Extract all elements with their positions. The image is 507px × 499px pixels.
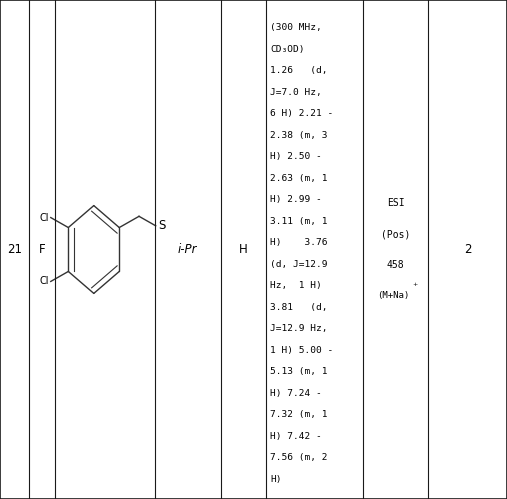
Text: (Pos): (Pos) [381, 229, 410, 239]
Text: H: H [239, 243, 248, 256]
Text: 6 H) 2.21 -: 6 H) 2.21 - [270, 109, 334, 118]
Text: 2.63 (m, 1: 2.63 (m, 1 [270, 174, 328, 183]
Text: H) 7.42 -: H) 7.42 - [270, 432, 322, 441]
Text: Cl: Cl [40, 213, 49, 223]
Text: +: + [412, 282, 417, 287]
Text: 3.11 (m, 1: 3.11 (m, 1 [270, 217, 328, 226]
Text: i-Pr: i-Pr [178, 243, 197, 256]
Text: S: S [158, 219, 166, 233]
Text: 2.38 (m, 3: 2.38 (m, 3 [270, 131, 328, 140]
Text: Cl: Cl [40, 276, 49, 286]
Text: J=7.0 Hz,: J=7.0 Hz, [270, 88, 322, 97]
Text: 3.81   (d,: 3.81 (d, [270, 303, 328, 312]
Text: (300 MHz,: (300 MHz, [270, 23, 322, 32]
Text: F: F [39, 243, 46, 256]
Text: 2: 2 [464, 243, 472, 256]
Text: 7.56 (m, 2: 7.56 (m, 2 [270, 453, 328, 462]
Text: CD₃OD): CD₃OD) [270, 45, 305, 54]
Text: 1 H) 5.00 -: 1 H) 5.00 - [270, 346, 334, 355]
Text: H) 2.50 -: H) 2.50 - [270, 152, 322, 161]
Text: (d, J=12.9: (d, J=12.9 [270, 260, 328, 269]
Text: J=12.9 Hz,: J=12.9 Hz, [270, 324, 328, 333]
Text: H)    3.76: H) 3.76 [270, 238, 328, 247]
Text: 5.13 (m, 1: 5.13 (m, 1 [270, 367, 328, 376]
Text: H) 2.99 -: H) 2.99 - [270, 195, 322, 204]
Text: 7.32 (m, 1: 7.32 (m, 1 [270, 410, 328, 419]
Text: (M+Na): (M+Na) [377, 291, 409, 300]
Text: 458: 458 [387, 260, 404, 270]
Text: H) 7.24 -: H) 7.24 - [270, 389, 322, 398]
Text: 21: 21 [7, 243, 22, 256]
Text: Hz,  1 H): Hz, 1 H) [270, 281, 322, 290]
Text: H): H) [270, 475, 282, 484]
Text: 1.26   (d,: 1.26 (d, [270, 66, 328, 75]
Text: ESI: ESI [387, 198, 404, 208]
